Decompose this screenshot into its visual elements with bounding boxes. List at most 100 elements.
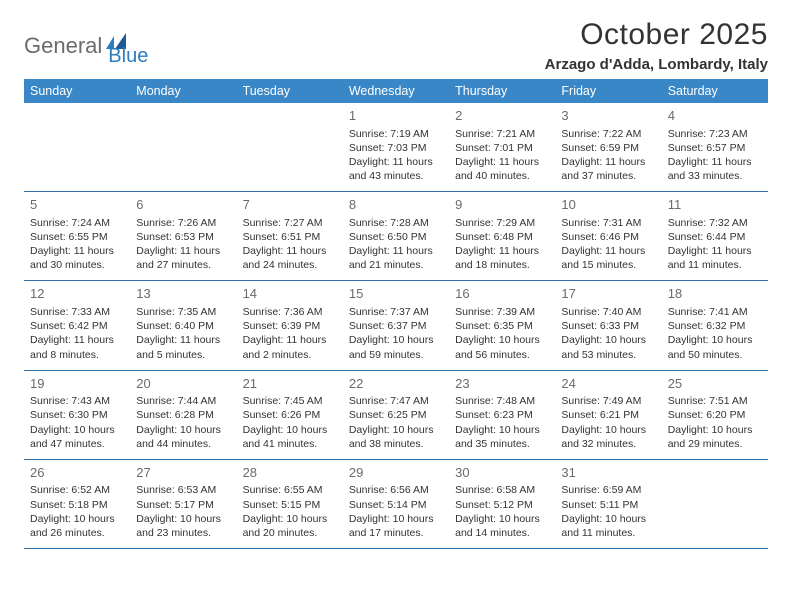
sunrise-line: Sunrise: 7:35 AM: [136, 305, 230, 319]
day-number: 16: [455, 285, 549, 303]
day-header: Wednesday: [343, 79, 449, 103]
sunrise-line: Sunrise: 7:26 AM: [136, 216, 230, 230]
calendar-day-cell: 7Sunrise: 7:27 AMSunset: 6:51 PMDaylight…: [237, 192, 343, 281]
sunset-line: Sunset: 6:48 PM: [455, 230, 549, 244]
sunset-line: Sunset: 5:17 PM: [136, 498, 230, 512]
daylight-line-1: Daylight: 11 hours: [349, 244, 443, 258]
calendar-day-cell: 15Sunrise: 7:37 AMSunset: 6:37 PMDayligh…: [343, 281, 449, 370]
daylight-line-2: and 26 minutes.: [30, 526, 124, 540]
sunset-line: Sunset: 6:51 PM: [243, 230, 337, 244]
calendar-day-cell: 5Sunrise: 7:24 AMSunset: 6:55 PMDaylight…: [24, 192, 130, 281]
daylight-line-1: Daylight: 11 hours: [455, 155, 549, 169]
daylight-line-1: Daylight: 11 hours: [561, 155, 655, 169]
calendar-table: SundayMondayTuesdayWednesdayThursdayFrid…: [24, 79, 768, 549]
daylight-line-2: and 24 minutes.: [243, 258, 337, 272]
daylight-line-1: Daylight: 10 hours: [30, 512, 124, 526]
calendar-day-cell: 28Sunrise: 6:55 AMSunset: 5:15 PMDayligh…: [237, 459, 343, 548]
sunrise-line: Sunrise: 7:21 AM: [455, 127, 549, 141]
sunrise-line: Sunrise: 7:51 AM: [668, 394, 762, 408]
sunrise-line: Sunrise: 7:32 AM: [668, 216, 762, 230]
sunset-line: Sunset: 6:46 PM: [561, 230, 655, 244]
sunset-line: Sunset: 5:18 PM: [30, 498, 124, 512]
daylight-line-1: Daylight: 10 hours: [455, 512, 549, 526]
day-number: 1: [349, 107, 443, 125]
daylight-line-1: Daylight: 10 hours: [455, 423, 549, 437]
daylight-line-1: Daylight: 11 hours: [668, 155, 762, 169]
sunset-line: Sunset: 6:23 PM: [455, 408, 549, 422]
daylight-line-1: Daylight: 11 hours: [561, 244, 655, 258]
sunrise-line: Sunrise: 7:44 AM: [136, 394, 230, 408]
day-number: 21: [243, 375, 337, 393]
calendar-day-cell: 11Sunrise: 7:32 AMSunset: 6:44 PMDayligh…: [662, 192, 768, 281]
sunset-line: Sunset: 5:11 PM: [561, 498, 655, 512]
day-number: 14: [243, 285, 337, 303]
daylight-line-1: Daylight: 11 hours: [243, 244, 337, 258]
day-number: 28: [243, 464, 337, 482]
daylight-line-2: and 11 minutes.: [561, 526, 655, 540]
calendar-week-row: 1Sunrise: 7:19 AMSunset: 7:03 PMDaylight…: [24, 103, 768, 192]
daylight-line-2: and 21 minutes.: [349, 258, 443, 272]
day-number: 15: [349, 285, 443, 303]
daylight-line-1: Daylight: 10 hours: [455, 333, 549, 347]
daylight-line-1: Daylight: 10 hours: [243, 512, 337, 526]
calendar-day-cell: 26Sunrise: 6:52 AMSunset: 5:18 PMDayligh…: [24, 459, 130, 548]
logo-text-general: General: [24, 35, 102, 57]
daylight-line-2: and 23 minutes.: [136, 526, 230, 540]
daylight-line-1: Daylight: 10 hours: [561, 333, 655, 347]
calendar-day-cell: 25Sunrise: 7:51 AMSunset: 6:20 PMDayligh…: [662, 370, 768, 459]
calendar-week-row: 19Sunrise: 7:43 AMSunset: 6:30 PMDayligh…: [24, 370, 768, 459]
daylight-line-2: and 27 minutes.: [136, 258, 230, 272]
daylight-line-1: Daylight: 11 hours: [349, 155, 443, 169]
calendar-week-row: 12Sunrise: 7:33 AMSunset: 6:42 PMDayligh…: [24, 281, 768, 370]
daylight-line-1: Daylight: 11 hours: [668, 244, 762, 258]
logo-text-blue: Blue: [108, 46, 148, 66]
daylight-line-1: Daylight: 10 hours: [561, 423, 655, 437]
calendar-day-cell: 16Sunrise: 7:39 AMSunset: 6:35 PMDayligh…: [449, 281, 555, 370]
location-label: Arzago d'Adda, Lombardy, Italy: [545, 56, 768, 73]
calendar-week-row: 5Sunrise: 7:24 AMSunset: 6:55 PMDaylight…: [24, 192, 768, 281]
sunrise-line: Sunrise: 7:49 AM: [561, 394, 655, 408]
calendar-day-cell: 23Sunrise: 7:48 AMSunset: 6:23 PMDayligh…: [449, 370, 555, 459]
sunset-line: Sunset: 6:55 PM: [30, 230, 124, 244]
calendar-day-cell: 19Sunrise: 7:43 AMSunset: 6:30 PMDayligh…: [24, 370, 130, 459]
sunset-line: Sunset: 6:35 PM: [455, 319, 549, 333]
day-number: 3: [561, 107, 655, 125]
daylight-line-1: Daylight: 11 hours: [136, 244, 230, 258]
day-number: 22: [349, 375, 443, 393]
daylight-line-1: Daylight: 10 hours: [136, 423, 230, 437]
daylight-line-2: and 37 minutes.: [561, 169, 655, 183]
day-number: 2: [455, 107, 549, 125]
day-number: 6: [136, 196, 230, 214]
daylight-line-2: and 50 minutes.: [668, 348, 762, 362]
daylight-line-2: and 8 minutes.: [30, 348, 124, 362]
daylight-line-2: and 41 minutes.: [243, 437, 337, 451]
calendar-day-cell: 2Sunrise: 7:21 AMSunset: 7:01 PMDaylight…: [449, 103, 555, 192]
sunrise-line: Sunrise: 7:41 AM: [668, 305, 762, 319]
daylight-line-1: Daylight: 11 hours: [455, 244, 549, 258]
daylight-line-1: Daylight: 11 hours: [30, 244, 124, 258]
calendar-week-row: 26Sunrise: 6:52 AMSunset: 5:18 PMDayligh…: [24, 459, 768, 548]
daylight-line-2: and 47 minutes.: [30, 437, 124, 451]
sunrise-line: Sunrise: 7:48 AM: [455, 394, 549, 408]
daylight-line-1: Daylight: 10 hours: [349, 333, 443, 347]
calendar-day-cell: 21Sunrise: 7:45 AMSunset: 6:26 PMDayligh…: [237, 370, 343, 459]
day-number: 25: [668, 375, 762, 393]
sunrise-line: Sunrise: 7:36 AM: [243, 305, 337, 319]
sunrise-line: Sunrise: 7:33 AM: [30, 305, 124, 319]
sunset-line: Sunset: 7:03 PM: [349, 141, 443, 155]
calendar-day-cell: 3Sunrise: 7:22 AMSunset: 6:59 PMDaylight…: [555, 103, 661, 192]
day-header: Sunday: [24, 79, 130, 103]
calendar-day-cell: 12Sunrise: 7:33 AMSunset: 6:42 PMDayligh…: [24, 281, 130, 370]
daylight-line-2: and 32 minutes.: [561, 437, 655, 451]
sunset-line: Sunset: 6:26 PM: [243, 408, 337, 422]
day-number: 18: [668, 285, 762, 303]
daylight-line-2: and 20 minutes.: [243, 526, 337, 540]
day-number: 31: [561, 464, 655, 482]
daylight-line-2: and 35 minutes.: [455, 437, 549, 451]
sunset-line: Sunset: 6:37 PM: [349, 319, 443, 333]
sunrise-line: Sunrise: 7:19 AM: [349, 127, 443, 141]
daylight-line-1: Daylight: 10 hours: [349, 512, 443, 526]
title-block: October 2025 Arzago d'Adda, Lombardy, It…: [545, 18, 768, 73]
sunset-line: Sunset: 6:50 PM: [349, 230, 443, 244]
day-number: 9: [455, 196, 549, 214]
